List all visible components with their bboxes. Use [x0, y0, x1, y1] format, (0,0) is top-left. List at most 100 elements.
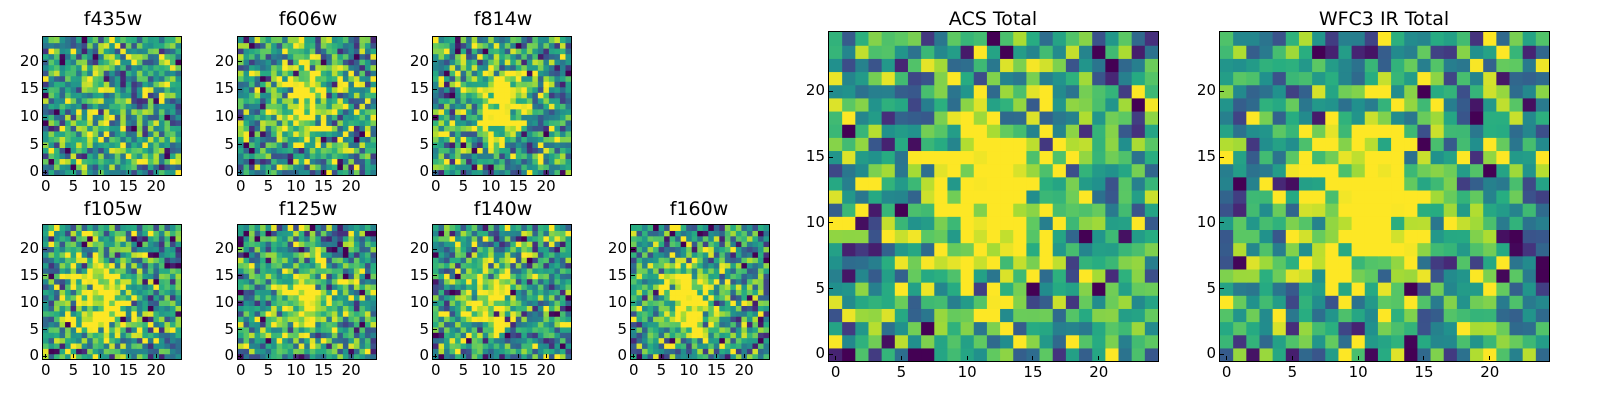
- heatmap-cell: [907, 150, 922, 165]
- heatmap-cell: [309, 158, 316, 165]
- heatmap-cell: [438, 158, 445, 165]
- heatmap-cell: [254, 59, 261, 66]
- heatmap-cell: [342, 305, 349, 312]
- heatmap-cell: [471, 53, 478, 60]
- heatmap-cell: [515, 326, 522, 333]
- heatmap-cell: [631, 348, 638, 355]
- heatmap-cell: [87, 225, 94, 231]
- heatmap-cell: [669, 283, 676, 290]
- heatmap-cell: [647, 342, 654, 349]
- heatmap-cell: [537, 152, 544, 160]
- heatmap-cell: [265, 141, 272, 148]
- heatmap-cell: [353, 163, 361, 171]
- heatmap-cell: [460, 337, 467, 344]
- heatmap-cell: [554, 246, 561, 253]
- heatmap-cell: [675, 273, 682, 280]
- heatmap-cell: [315, 103, 322, 110]
- heatmap-cell: [702, 257, 709, 264]
- heatmap-cell: [921, 255, 935, 270]
- heatmap-cell: [444, 310, 451, 317]
- heatmap-cell: [326, 348, 333, 355]
- heatmap-cell: [70, 86, 77, 93]
- heatmap-cell: [359, 337, 366, 344]
- heatmap-cell: [65, 81, 72, 88]
- heatmap-cell: [934, 189, 949, 204]
- heatmap-cell: [353, 86, 361, 93]
- heatmap-cell: [92, 163, 99, 171]
- heatmap-cell: [881, 334, 896, 349]
- heatmap-cell: [271, 97, 278, 104]
- heatmap-cell: [320, 114, 327, 121]
- heatmap-cell: [81, 48, 88, 55]
- heatmap-cell: [315, 125, 322, 132]
- heatmap-cell: [92, 230, 99, 237]
- heatmap-cell: [752, 337, 759, 344]
- heatmap-cell: [735, 353, 742, 359]
- heatmap-cell: [59, 348, 66, 355]
- heatmap-cell: [488, 53, 495, 60]
- heatmap-cell: [243, 267, 250, 274]
- heatmap-cell: [702, 235, 709, 242]
- heatmap-cell: [370, 337, 376, 344]
- heatmap-cell: [746, 294, 754, 301]
- heatmap-cell: [947, 255, 962, 270]
- heatmap-cell: [894, 163, 909, 178]
- heatmap-cell: [444, 251, 451, 258]
- heatmap-cell: [359, 235, 366, 242]
- heatmap-cell: [1000, 176, 1014, 191]
- heatmap-cell: [907, 124, 922, 138]
- heatmap-cell: [669, 332, 676, 339]
- heatmap-cell: [153, 257, 160, 264]
- heatmap-cell: [348, 163, 355, 171]
- heatmap-cell: [565, 59, 571, 66]
- heatmap-cell: [482, 278, 489, 285]
- heatmap-cell: [559, 48, 567, 55]
- heatmap-cell: [986, 163, 1001, 178]
- heatmap-cell: [249, 251, 256, 258]
- heatmap-cell: [702, 246, 709, 253]
- heatmap-cell: [702, 342, 709, 349]
- heatmap-cell: [265, 59, 272, 66]
- heatmap-cell: [326, 37, 333, 44]
- heatmap-cell: [675, 326, 682, 333]
- heatmap-cell: [158, 158, 166, 165]
- heatmap-cell: [636, 230, 643, 237]
- heatmap-cell: [287, 169, 294, 175]
- heatmap-cell: [114, 64, 121, 71]
- heatmap-cell: [342, 37, 349, 44]
- heatmap-cell: [153, 75, 160, 82]
- heatmap-cell: [326, 353, 333, 359]
- heatmap-cell: [98, 289, 105, 296]
- heatmap-cell: [471, 169, 478, 175]
- heatmap-cell: [48, 241, 55, 248]
- heatmap-cell: [477, 59, 484, 66]
- heatmap-cell: [907, 203, 922, 217]
- heatmap-cell: [488, 262, 495, 269]
- heatmap-cell: [868, 347, 883, 361]
- heatmap-cell: [532, 147, 539, 154]
- heatmap-cell: [664, 267, 671, 274]
- heatmap-cell: [238, 53, 245, 60]
- heatmap-cell: [70, 158, 77, 165]
- heatmap-cell: [65, 278, 72, 285]
- heatmap-cell: [370, 42, 376, 49]
- heatmap-cell: [1118, 216, 1133, 230]
- heatmap-cell: [175, 316, 181, 323]
- heatmap-cell: [499, 273, 506, 280]
- heatmap-cell: [353, 273, 361, 280]
- heatmap-cell: [510, 342, 517, 349]
- heatmap-cell: [43, 294, 50, 301]
- heatmap-cell: [455, 235, 462, 242]
- heatmap-cell: [532, 48, 539, 55]
- heatmap-cell: [125, 152, 132, 160]
- heatmap-cell: [746, 283, 754, 290]
- heatmap-cell: [326, 225, 333, 231]
- heatmap-cell: [87, 267, 94, 274]
- heatmap-cell: [499, 283, 506, 290]
- heatmap-cell: [238, 294, 245, 301]
- heatmap-cell: [741, 316, 748, 323]
- heatmap-cell: [686, 348, 693, 355]
- heatmap-cell: [114, 235, 121, 242]
- heatmap-cell: [1144, 216, 1158, 230]
- heatmap-cell: [169, 64, 177, 71]
